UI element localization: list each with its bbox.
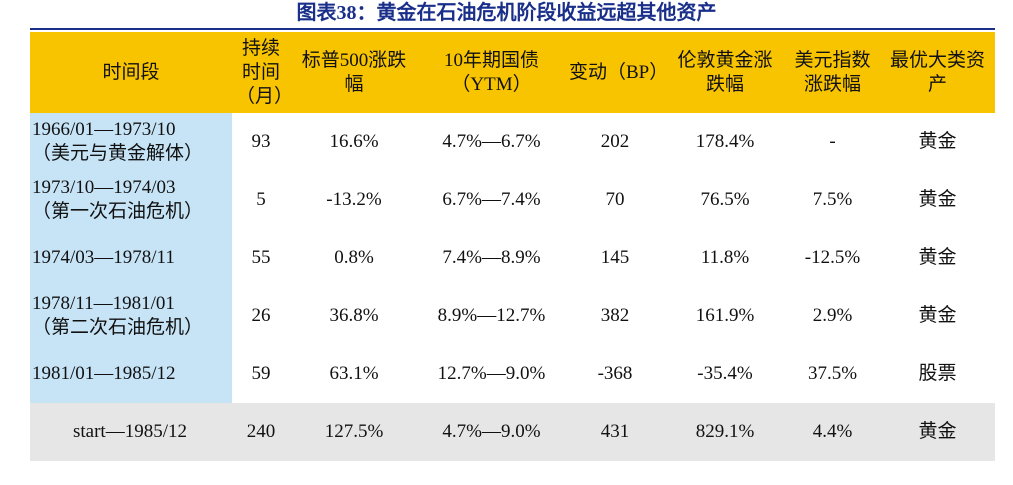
table-cell: 145	[600, 247, 630, 268]
table-cell: 59	[251, 363, 271, 384]
table-cell: 7.4%—8.9%	[442, 247, 541, 268]
table-header: 时间段 持续时间（月） 标普500涨跌幅 10年期国债（YTM） 变动（BP） 伦敦黄金涨…	[30, 32, 995, 113]
header-cell: 标普500涨跌幅	[290, 32, 418, 113]
table-cell: 431	[565, 403, 665, 461]
table-cell: 161.9%	[695, 305, 755, 326]
table-cell: 37.5%	[807, 363, 858, 384]
table-cell: 黄金	[918, 247, 957, 268]
table-row: start—1985/12 240 127.5% 4.7%—9.0% 431 829.1%…	[30, 403, 995, 461]
header-cell: 最优大类资产	[880, 32, 995, 113]
table-cell: 26	[251, 305, 271, 326]
table-cell: 黄金	[880, 403, 995, 461]
period-cell: 1981/01—1985/12	[30, 345, 232, 403]
header-cell: 伦敦黄金涨跌幅	[665, 32, 785, 113]
table-cell: 黄金	[918, 131, 957, 152]
table-cell: 382	[600, 305, 630, 326]
table-cell: 11.8%	[700, 247, 750, 268]
header-row: 时间段 持续时间（月） 标普500涨跌幅 10年期国债（YTM） 变动（BP） 伦敦黄金涨…	[30, 32, 995, 113]
period-cell: 1973/10—1974/03 （第一次石油危机）	[30, 171, 232, 229]
table-cell: 178.4%	[695, 131, 755, 152]
period-cell: start—1985/12	[30, 403, 232, 461]
table-cell: 202	[600, 131, 630, 152]
table-body: 1966/01—1973/10 （美元与黄金解体） 93 16.6% 4.7%—6.7…	[30, 113, 995, 461]
period-cell: 1966/01—1973/10 （美元与黄金解体）	[30, 113, 232, 171]
title: 图表38：黄金在石油危机阶段收益远超其他资产	[296, 2, 717, 24]
table-cell: -13.2%	[326, 189, 382, 210]
table-cell: 7.5%	[812, 189, 853, 210]
header-cell: 变动（BP）	[565, 32, 668, 113]
table-cell: 2.9%	[812, 305, 853, 326]
table-cell: -368	[597, 363, 633, 384]
table-cell: 36.8%	[329, 305, 379, 326]
title-rule	[30, 28, 995, 30]
table-cell: 76.5%	[700, 189, 750, 210]
table-cell: -	[829, 131, 836, 152]
table-row: 1981/01—1985/12 59 63.1% 12.7%—9.0% -368 -35.…	[30, 345, 995, 403]
table-cell: 5	[256, 189, 266, 210]
table-cell: 829.1%	[665, 403, 785, 461]
table-cell: -12.5%	[804, 247, 861, 268]
header-cell: 时间段	[30, 32, 232, 113]
header-cell: 美元指数涨跌幅	[785, 32, 880, 113]
table-cell: 4.4%	[785, 403, 880, 461]
table-cell: 63.1%	[329, 363, 379, 384]
header-cell: 持续时间（月）	[232, 32, 293, 113]
table-cell: 6.7%—7.4%	[442, 189, 541, 210]
table-row: 1978/11—1981/01 （第二次石油危机） 26 36.8% 8.9%—12.…	[30, 287, 995, 345]
table-cell: 黄金	[918, 305, 957, 326]
table-cell: 93	[251, 131, 271, 152]
table-cell: 4.7%—9.0%	[418, 403, 565, 461]
table-cell: 240	[232, 403, 290, 461]
table-cell: 55	[251, 247, 271, 268]
header-cell: 10年期国债（YTM）	[418, 32, 565, 113]
table-row: 1966/01—1973/10 （美元与黄金解体） 93 16.6% 4.7%—6.7…	[30, 113, 995, 171]
table-cell: 12.7%—9.0%	[437, 363, 546, 384]
period-cell: 1974/03—1978/11	[30, 229, 232, 287]
table-cell: -35.4%	[697, 363, 753, 384]
table-cell: 股票	[918, 363, 957, 384]
table-cell: 0.8%	[334, 247, 374, 268]
period-cell: 1978/11—1981/01 （第二次石油危机）	[30, 287, 232, 345]
data-table: 时间段 持续时间（月） 标普500涨跌幅 10年期国债（YTM） 变动（BP） 伦敦黄金涨…	[30, 32, 995, 461]
table-row: 1974/03—1978/11 55 0.8% 7.4%—8.9% 145 11.8% -1…	[30, 229, 995, 287]
table-cell: 8.9%—12.7%	[437, 305, 546, 326]
table-row: 1973/10—1974/03 （第一次石油危机） 5 -13.2% 6.7%—7.4…	[30, 171, 995, 229]
table-cell: 127.5%	[290, 403, 418, 461]
table-cell: 黄金	[918, 189, 957, 210]
table-cell: 16.6%	[329, 131, 379, 152]
table-cell: 70	[605, 189, 625, 210]
table-cell: 4.7%—6.7%	[442, 131, 541, 152]
